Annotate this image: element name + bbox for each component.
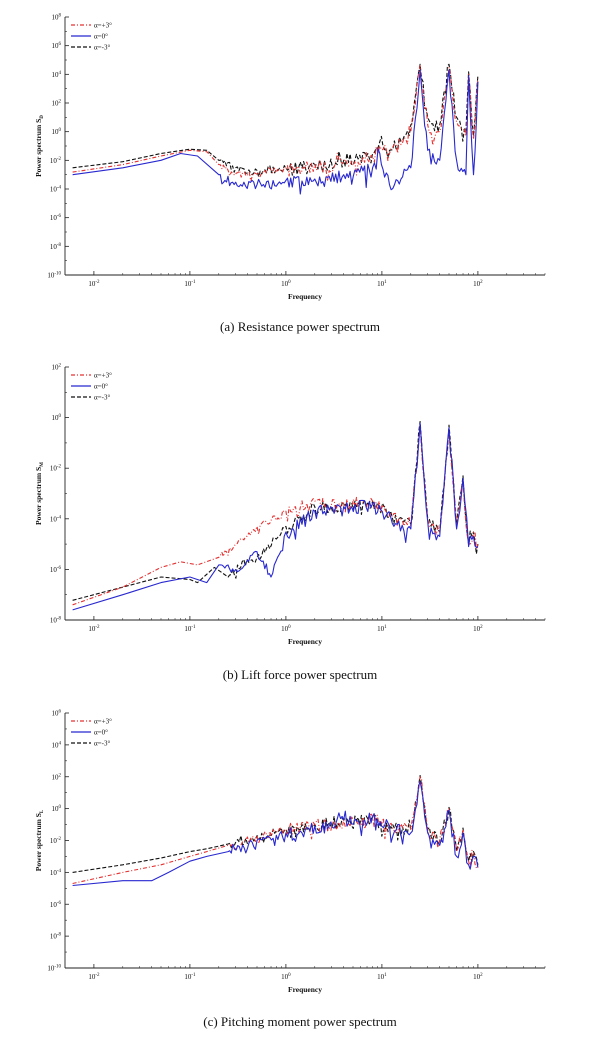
x-tick-label: 10-1 [184, 625, 196, 633]
x-axis-label: Frequency [288, 985, 322, 994]
chart-resistance: 10-10 10-8 10-6 10-4 10-2 100 102 104 106 108 10-2… [34, 14, 546, 301]
y-tick-label: 10-4 [50, 869, 62, 877]
x-tick-label: 102 [473, 973, 483, 981]
series-line-alpha-minus3 [72, 420, 479, 601]
y-tick-label: 102 [52, 100, 62, 108]
y-tick-label: 10-2 [50, 465, 62, 473]
legend-label: α=+3° [94, 372, 112, 380]
y-tick-label: 100 [52, 128, 62, 136]
y-tick-label: 10-6 [50, 901, 62, 909]
chart-panel-pitching: 10-10 10-8 10-6 10-4 10-2 100 102 104 106 10-2 10-… [0, 700, 600, 1051]
x-tick-label: 101 [377, 280, 387, 288]
x-tick-label: 100 [281, 625, 291, 633]
chart-panel-lift: 10-8 10-6 10-4 10-2 100 102 10-2 10-1 100 101 102 F… [0, 345, 600, 685]
x-tick-label: 102 [473, 280, 483, 288]
y-tick-label: 102 [52, 364, 62, 372]
legend-label: α=+3° [94, 718, 112, 726]
x-tick-label: 100 [281, 973, 291, 981]
y-tick-label: 10-4 [50, 186, 62, 194]
legend-label: α=0° [94, 33, 108, 41]
chart-pitching: 10-10 10-8 10-6 10-4 10-2 100 102 104 106 10-2 10-… [34, 710, 546, 994]
y-tick-label: 10-8 [50, 617, 62, 625]
y-tick-label: 104 [52, 741, 62, 749]
x-tick-label: 101 [377, 625, 387, 633]
chart-panel-resistance: 10-10 10-8 10-6 10-4 10-2 100 102 104 106 108 10-2… [0, 0, 600, 340]
y-axis-label: Power spectrum SL [34, 809, 45, 871]
series-line-alpha-plus3 [72, 65, 479, 182]
series-line-alpha-0 [72, 69, 479, 195]
series-line-alpha-0 [72, 780, 479, 887]
series-line-alpha-minus3 [72, 774, 479, 873]
caption-lift: (b) Lift force power spectrum [222, 667, 378, 682]
x-tick-label: 101 [377, 973, 387, 981]
y-tick-label: 106 [52, 42, 62, 50]
y-tick-label: 10-8 [50, 933, 62, 941]
legend-label: α=-3° [94, 44, 110, 52]
x-tick-label: 10-2 [88, 973, 100, 981]
y-axis-label: Power spectrum SD [34, 115, 45, 177]
x-axis-label: Frequency [288, 292, 322, 301]
caption-resistance: (a) Resistance power spectrum [220, 319, 380, 334]
legend-label: α=-3° [94, 740, 110, 748]
y-tick-label: 10-6 [50, 214, 62, 222]
x-tick-label: 10-1 [184, 973, 196, 981]
y-tick-label: 108 [52, 14, 62, 22]
y-tick-label: 10-4 [50, 515, 62, 523]
y-tick-label: 102 [52, 773, 62, 781]
x-tick-label: 102 [473, 625, 483, 633]
series-line-alpha-plus3 [72, 776, 479, 885]
y-tick-label: 100 [52, 414, 62, 422]
y-tick-label: 10-2 [50, 837, 62, 845]
series-line-alpha-0 [72, 422, 479, 611]
legend-label: α=-3° [94, 394, 110, 402]
y-tick-label: 10-2 [50, 157, 62, 165]
x-tick-label: 10-1 [184, 280, 196, 288]
caption-pitching: (c) Pitching moment power spectrum [203, 1014, 397, 1029]
chart-lift: 10-8 10-6 10-4 10-2 100 102 10-2 10-1 100 101 102 F… [34, 364, 546, 646]
y-tick-label: 100 [52, 805, 62, 813]
y-tick-label: 10-6 [50, 566, 62, 574]
x-tick-label: 10-2 [88, 625, 100, 633]
y-axis-label: Power spectrum SM [34, 462, 45, 525]
y-tick-label: 106 [52, 710, 62, 718]
legend-label: α=+3° [94, 22, 112, 30]
y-tick-label: 10-8 [50, 243, 62, 251]
x-tick-label: 10-2 [88, 280, 100, 288]
series-line-alpha-plus3 [72, 424, 479, 606]
y-tick-label: 10-10 [47, 965, 61, 973]
series-line-alpha-minus3 [72, 63, 479, 178]
x-axis-label: Frequency [288, 637, 322, 646]
legend-label: α=0° [94, 383, 108, 391]
legend-label: α=0° [94, 729, 108, 737]
y-tick-label: 104 [52, 71, 62, 79]
x-tick-label: 100 [281, 280, 291, 288]
y-tick-label: 10-10 [47, 272, 61, 280]
